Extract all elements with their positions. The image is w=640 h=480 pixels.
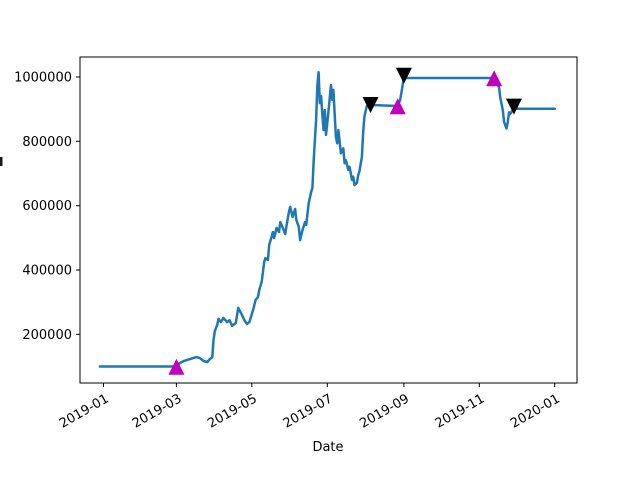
y-tick-label-4: 1000000: [14, 71, 72, 86]
y-tick-label-0: 200000: [22, 328, 72, 343]
y-axis-tick-labels: 200000 400000 600000 800000 1000000: [14, 71, 72, 343]
x-tick-label-5: 2019-11: [433, 391, 488, 431]
y-tick-label-3: 800000: [22, 135, 72, 150]
x-tick-label-3: 2019-07: [281, 391, 336, 431]
x-axis-tick-labels: 2019-01 2019-03 2019-05 2019-07 2019-09 …: [57, 391, 563, 431]
x-tick-label-1: 2019-03: [130, 391, 185, 431]
sell-marker: [362, 96, 379, 113]
x-tick-label-0: 2019-01: [57, 391, 112, 431]
x-tick-label-6: 2020-01: [508, 391, 563, 431]
buy-marker: [389, 98, 406, 115]
sell-marker: [505, 98, 522, 115]
y-tick-label-2: 600000: [22, 199, 72, 214]
buy-markers: [168, 70, 503, 375]
sell-markers: [362, 67, 522, 115]
y-tick-label-1: 400000: [22, 264, 72, 279]
x-tick-label-4: 2019-09: [357, 391, 412, 431]
buy-marker: [168, 358, 185, 375]
x-tick-label-2: 2019-05: [205, 391, 260, 431]
sell-marker: [395, 67, 412, 84]
buy-marker: [486, 70, 503, 87]
y-axis-ticks: [76, 76, 80, 335]
x-axis-title: Date: [312, 440, 343, 455]
x-axis-ticks: [103, 383, 556, 387]
y-axis-label-clipped: [0, 157, 3, 166]
